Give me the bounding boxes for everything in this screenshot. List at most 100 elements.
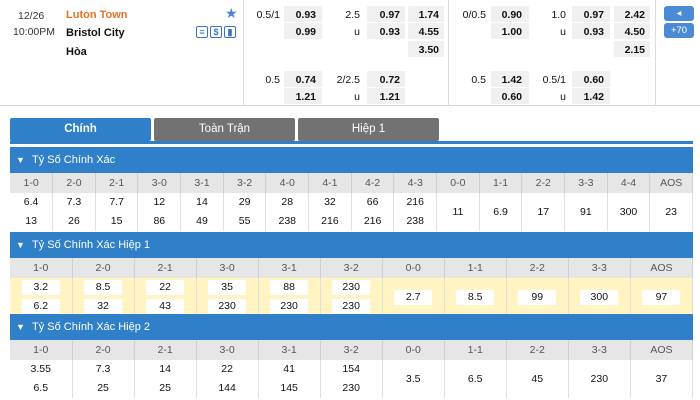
odds-cell[interactable]: 55 <box>223 212 267 231</box>
odds-cell[interactable]: 99 <box>506 278 569 316</box>
away-team[interactable]: Bristol City <box>66 27 125 39</box>
odds-cell[interactable]: 230 <box>196 297 259 316</box>
odds-cell[interactable]: 300 <box>568 278 631 316</box>
ft-under-odds[interactable]: 0.93 <box>379 26 400 38</box>
odds-cell[interactable]: 14 <box>134 360 197 379</box>
odds-cell[interactable]: 97 <box>630 278 694 316</box>
odds-cell[interactable]: 230 <box>320 379 383 398</box>
odds-cell[interactable]: 25 <box>134 379 197 398</box>
odds-cell[interactable]: 6.5 <box>444 360 507 398</box>
home-team[interactable]: Luton Town <box>66 9 128 21</box>
odds-cell[interactable]: 3.55 <box>10 360 73 379</box>
odds-cell[interactable]: 86 <box>137 212 182 231</box>
odds-cell[interactable]: 7.3 <box>52 193 96 212</box>
odds-cell[interactable]: 8.5 <box>444 278 507 316</box>
h1-handicap-home-odds[interactable]: 0.90 <box>501 9 522 21</box>
ft-1x2-home-odds[interactable]: 1.74 <box>418 9 439 21</box>
odds-dollar-icon[interactable]: $ <box>210 26 222 38</box>
odds-cell[interactable]: 154 <box>320 360 383 379</box>
collapse-arrow-button[interactable]: ◂ <box>664 6 694 21</box>
odds-cell[interactable]: 15 <box>95 212 139 231</box>
odds-cell[interactable]: 230 <box>320 278 383 297</box>
tab-main[interactable]: Chính <box>10 118 151 141</box>
odds-cell[interactable]: 14 <box>180 193 224 212</box>
odds-cell[interactable]: 66 <box>351 193 395 212</box>
odds-cell[interactable]: 29 <box>223 193 267 212</box>
odds-cell[interactable]: 22 <box>134 278 197 297</box>
odds-cell[interactable]: 6.9 <box>479 193 523 231</box>
odds-cell[interactable]: 300 <box>607 193 651 231</box>
odds-cell[interactable]: 23 <box>649 193 693 231</box>
odds-cell[interactable]: 6.5 <box>10 379 73 398</box>
score-header: AOS <box>649 173 693 193</box>
chart-bar-icon[interactable]: ▮ <box>224 26 236 38</box>
odds-cell[interactable]: 2.7 <box>382 278 445 316</box>
odds-cell[interactable]: 230 <box>258 297 321 316</box>
odds-cell[interactable]: 22 <box>196 360 259 379</box>
more-markets-button[interactable]: +70 <box>664 23 694 38</box>
favorite-star-icon[interactable]: ★ <box>225 5 238 21</box>
odds-cell[interactable]: 88 <box>258 278 321 297</box>
ft-over-odds[interactable]: 0.97 <box>379 9 400 21</box>
odds-cell[interactable]: 3.2 <box>10 278 73 297</box>
odds-cell[interactable]: 49 <box>180 212 224 231</box>
odds-cell[interactable]: 238 <box>265 212 310 231</box>
odds-cell[interactable]: 216 <box>308 212 352 231</box>
odds-cell[interactable]: 7.3 <box>72 360 135 379</box>
odds-cell[interactable]: 26 <box>52 212 96 231</box>
h1-1x2-draw-odds[interactable]: 2.15 <box>624 44 645 56</box>
odds-cell[interactable]: 6.4 <box>10 193 54 212</box>
section-header[interactable]: ▼ Tỷ Số Chính Xác <box>10 147 693 173</box>
section-header[interactable]: ▼ Tỷ Số Chính Xác Hiệp 2 <box>10 314 693 340</box>
ft-handicap-away-odds[interactable]: 0.99 <box>295 26 316 38</box>
odds-cell[interactable]: 145 <box>258 379 321 398</box>
ft-under2-odds[interactable]: 1.21 <box>379 91 400 103</box>
h1-over2-odds[interactable]: 0.60 <box>583 74 604 86</box>
odds-row: 13 26 15 86 49 55 238 216 216 238 <box>10 212 693 231</box>
stats-list-icon[interactable]: ≡ <box>196 26 208 38</box>
odds-cell[interactable]: 13 <box>10 212 54 231</box>
odds-cell[interactable]: 45 <box>506 360 569 398</box>
h1-handicap-away-odds[interactable]: 1.00 <box>501 26 522 38</box>
odds-cell[interactable]: 37 <box>630 360 694 398</box>
ft-handicap-home-odds[interactable]: 0.93 <box>295 9 316 21</box>
odds-cell[interactable]: 3.5 <box>382 360 445 398</box>
h1-1x2-away-odds[interactable]: 4.50 <box>624 26 645 38</box>
odds-cell[interactable]: 32 <box>308 193 352 212</box>
odds-cell[interactable]: 35 <box>196 278 259 297</box>
tab-full-match[interactable]: Toàn Trận <box>154 118 295 141</box>
ft-handicap2-away-odds[interactable]: 1.21 <box>295 91 316 103</box>
odds-cell[interactable]: 230 <box>568 360 631 398</box>
odds-cell[interactable]: 230 <box>320 297 383 316</box>
ft-1x2-away-odds[interactable]: 4.55 <box>418 26 439 38</box>
score-header: 1-0 <box>10 340 73 360</box>
score-header: 1-1 <box>444 340 507 360</box>
odds-cell[interactable]: 7.7 <box>95 193 139 212</box>
odds-cell[interactable]: 28 <box>265 193 310 212</box>
ft-handicap2-home-odds[interactable]: 0.74 <box>295 74 316 86</box>
ft-1x2-draw-odds[interactable]: 3.50 <box>418 44 439 56</box>
odds-cell[interactable]: 6.2 <box>10 297 73 316</box>
odds-cell[interactable]: 216 <box>393 193 438 212</box>
odds-cell[interactable]: 11 <box>436 193 480 231</box>
odds-cell[interactable]: 144 <box>196 379 259 398</box>
ft-over2-odds[interactable]: 0.72 <box>379 74 400 86</box>
section-header[interactable]: ▼ Tỷ Số Chính Xác Hiệp 1 <box>10 232 693 258</box>
odds-cell[interactable]: 8.5 <box>72 278 135 297</box>
h1-over-odds[interactable]: 0.97 <box>583 9 604 21</box>
odds-cell[interactable]: 17 <box>521 193 566 231</box>
tab-first-half[interactable]: Hiệp 1 <box>298 118 439 141</box>
h1-handicap2-home-odds[interactable]: 1.42 <box>501 74 522 86</box>
odds-cell[interactable]: 41 <box>258 360 321 379</box>
h1-under2-odds[interactable]: 1.42 <box>583 91 604 103</box>
h1-under-odds[interactable]: 0.93 <box>583 26 604 38</box>
odds-cell[interactable]: 32 <box>72 297 135 316</box>
odds-cell[interactable]: 25 <box>72 379 135 398</box>
odds-cell[interactable]: 91 <box>564 193 608 231</box>
h1-1x2-home-odds[interactable]: 2.42 <box>624 9 645 21</box>
odds-cell[interactable]: 43 <box>134 297 197 316</box>
h1-handicap2-away-odds[interactable]: 0.60 <box>501 91 522 103</box>
odds-cell[interactable]: 12 <box>137 193 182 212</box>
odds-cell[interactable]: 238 <box>393 212 438 231</box>
odds-cell[interactable]: 216 <box>351 212 395 231</box>
